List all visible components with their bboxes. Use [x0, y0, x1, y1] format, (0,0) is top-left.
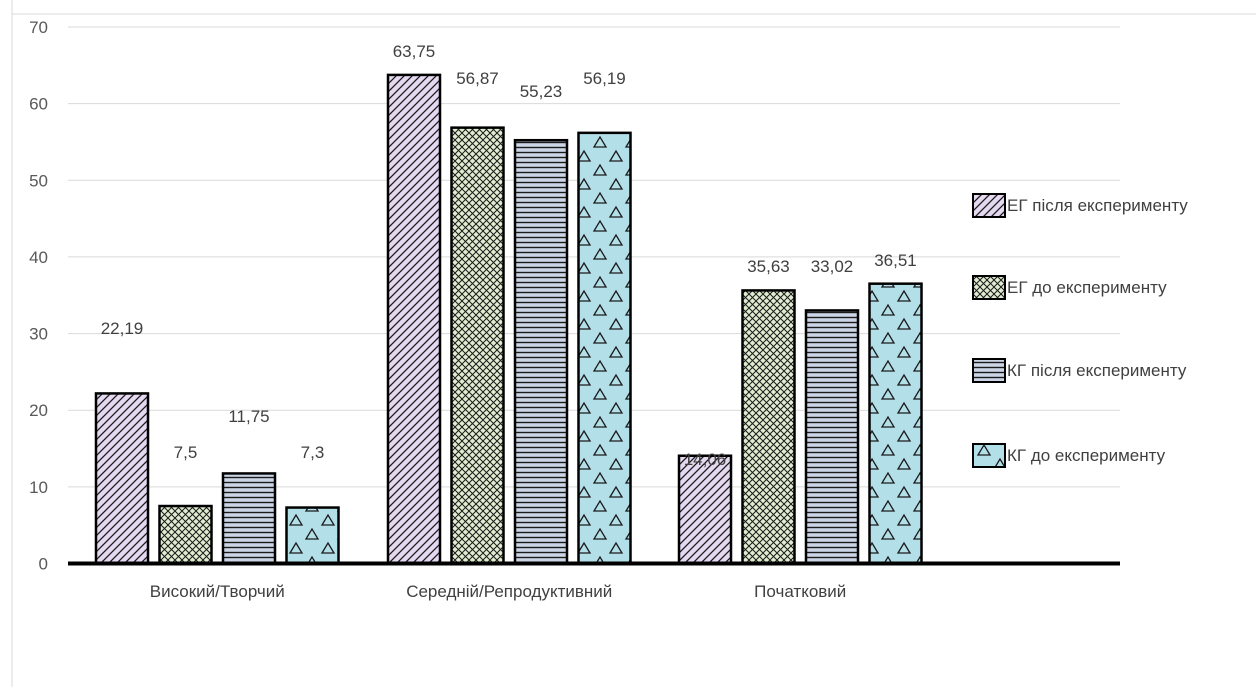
data-label: 56,87 [456, 69, 499, 88]
y-tick-label: 10 [29, 478, 48, 497]
bar [868, 282, 923, 565]
data-label: 35,63 [747, 257, 790, 276]
y-tick-label: 40 [29, 248, 48, 267]
bar [158, 504, 213, 565]
data-label: 56,19 [583, 69, 626, 88]
bar [94, 392, 150, 565]
y-tick-label: 30 [29, 325, 48, 344]
data-label: 55,23 [520, 82, 563, 101]
bar [386, 73, 442, 565]
x-tick-label: Високий/Творчий [150, 582, 285, 601]
y-tick-label: 0 [39, 555, 48, 574]
data-label: 22,19 [101, 319, 144, 338]
bar [804, 309, 860, 565]
x-tick-label: Середній/Репродуктивний [406, 582, 612, 601]
bar [221, 472, 277, 565]
data-label: 11,75 [228, 407, 269, 426]
data-label: 7,3 [301, 443, 325, 462]
y-tick-label: 70 [29, 18, 48, 37]
bar [741, 289, 796, 565]
bars [94, 73, 923, 565]
bar [285, 506, 340, 565]
bar [677, 454, 733, 565]
legend: ЕГ після експерименту ЕГ до експерименту К… [972, 193, 1188, 468]
data-label: 63,75 [393, 42, 436, 61]
y-tick-label: 60 [29, 95, 48, 114]
bar [450, 126, 505, 565]
legend-label: КГ після експерименту [1007, 361, 1187, 380]
x-tick-label: Початковий [754, 582, 846, 601]
legend-label: ЕГ після експерименту [1007, 196, 1188, 215]
legend-label: ЕГ до експерименту [1007, 278, 1167, 297]
data-label: 14,06 [684, 450, 727, 469]
bar [513, 138, 569, 565]
bar [577, 131, 632, 565]
legend-swatch [972, 193, 1006, 218]
data-label: 33,02 [811, 257, 854, 276]
y-tick-label: 50 [29, 171, 48, 190]
x-axis-ticks: Високий/Творчий Середній/Репродуктивний По… [150, 582, 847, 601]
legend-swatch [972, 275, 1006, 300]
data-labels: 22,19 7,5 11,75 7,3 63,75 56,87 55,23 56,19 14,0… [101, 42, 917, 469]
y-axis-ticks: 0 10 20 30 40 50 60 70 [29, 18, 48, 574]
y-tick-label: 20 [29, 401, 48, 420]
data-label: 7,5 [174, 443, 198, 462]
data-label: 36,51 [874, 251, 917, 270]
legend-swatch [972, 443, 1006, 468]
legend-label: КГ до експерименту [1007, 446, 1166, 465]
legend-swatch [972, 358, 1006, 383]
